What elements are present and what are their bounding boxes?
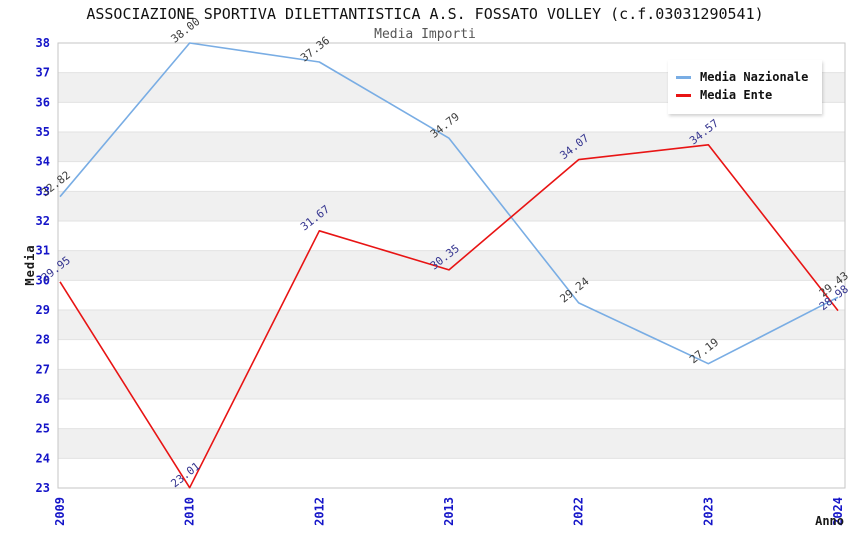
y-tick-label: 27 xyxy=(36,362,50,376)
y-tick-label: 31 xyxy=(36,244,50,258)
y-tick-label: 29 xyxy=(36,303,50,317)
y-tick-label: 28 xyxy=(36,333,50,347)
plot-band xyxy=(58,399,845,429)
x-tick-label: 2012 xyxy=(312,497,326,526)
plot-band xyxy=(58,250,845,281)
series-line-media-ente xyxy=(59,144,839,489)
legend: Media Nazionale Media Ente xyxy=(668,60,823,114)
x-tick-label: 2024 xyxy=(831,497,845,526)
y-tick-label: 25 xyxy=(36,422,50,436)
x-tick-label: 2023 xyxy=(701,497,715,526)
chart-title: ASSOCIAZIONE SPORTIVA DILETTANTISTICA A.… xyxy=(86,5,764,23)
y-tick-label: 23 xyxy=(36,481,50,495)
plot-border xyxy=(57,42,846,489)
y-tick-label: 33 xyxy=(36,184,50,198)
y-tick-label: 34 xyxy=(36,155,50,169)
x-tick-label: 2013 xyxy=(442,497,456,526)
y-tick-label: 32 xyxy=(36,214,50,228)
plot-band xyxy=(58,161,845,192)
legend-label: Media Ente xyxy=(700,88,773,102)
plot-band xyxy=(58,310,845,340)
legend-line-swatch xyxy=(676,75,691,79)
plot-band xyxy=(58,339,845,370)
legend-item-media-ente: Media Ente xyxy=(676,88,808,102)
x-tick-label: 2010 xyxy=(183,497,197,526)
y-tick-label: 35 xyxy=(36,125,50,139)
plot-band xyxy=(58,221,845,251)
legend-item-media-nazionale: Media Nazionale xyxy=(676,70,808,84)
plot-band xyxy=(58,280,845,310)
x-tick-label: 2022 xyxy=(572,497,586,526)
point-label: 38.00 xyxy=(168,15,202,46)
plot-band xyxy=(58,191,845,221)
legend-line-swatch xyxy=(676,93,691,97)
plot-band xyxy=(58,132,845,162)
y-tick-label: 36 xyxy=(36,95,50,109)
y-tick-label: 26 xyxy=(36,392,50,406)
y-tick-label: 24 xyxy=(36,451,50,465)
legend-label: Media Nazionale xyxy=(700,70,809,84)
y-tick-label: 37 xyxy=(36,66,50,80)
y-tick-label: 30 xyxy=(36,273,50,287)
chart-subtitle: Media Importi xyxy=(374,27,476,42)
x-tick-label: 2009 xyxy=(53,497,67,526)
plot-band xyxy=(58,428,845,459)
x-axis-title: Anno xyxy=(815,514,844,528)
series-line-media-nazionale xyxy=(59,42,839,365)
plot-band xyxy=(58,369,845,399)
plot-band xyxy=(58,458,845,488)
y-tick-label: 38 xyxy=(36,36,50,50)
